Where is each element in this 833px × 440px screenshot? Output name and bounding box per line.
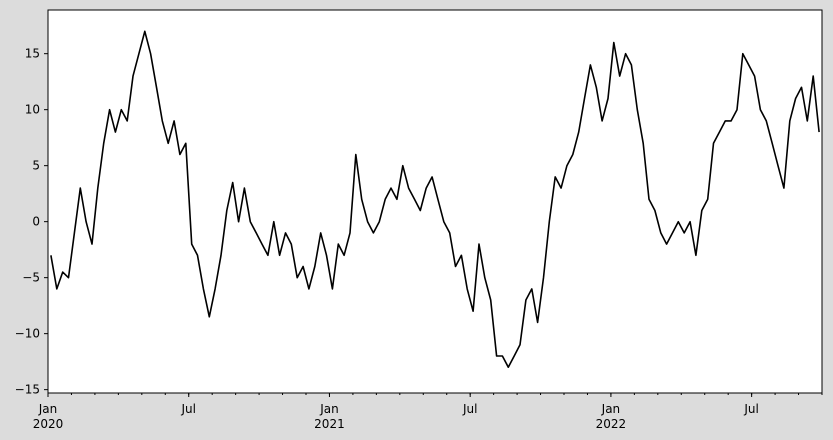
y-tick-label: −5 [22, 271, 40, 285]
y-tick-label: 5 [32, 159, 40, 173]
x-tick-year: 2021 [314, 417, 345, 431]
x-tick-label: Jul [743, 402, 758, 416]
x-tick-label: Jan [601, 402, 621, 416]
line [50, 30, 820, 368]
x-tick-year: 2022 [596, 417, 627, 431]
plot-area [47, 9, 823, 394]
y-tick-label: 15 [25, 47, 40, 61]
y-tick-label: 10 [25, 103, 40, 117]
x-tick-label: Jul [180, 402, 195, 416]
y-tick-label: 0 [32, 215, 40, 229]
x-tick-year: 2020 [33, 417, 64, 431]
y-tick-label: −15 [15, 383, 40, 397]
y-tick-label: −10 [15, 327, 40, 341]
x-tick-label: Jan [38, 402, 58, 416]
x-tick-label: Jan [319, 402, 339, 416]
x-tick-label: Jul [462, 402, 477, 416]
